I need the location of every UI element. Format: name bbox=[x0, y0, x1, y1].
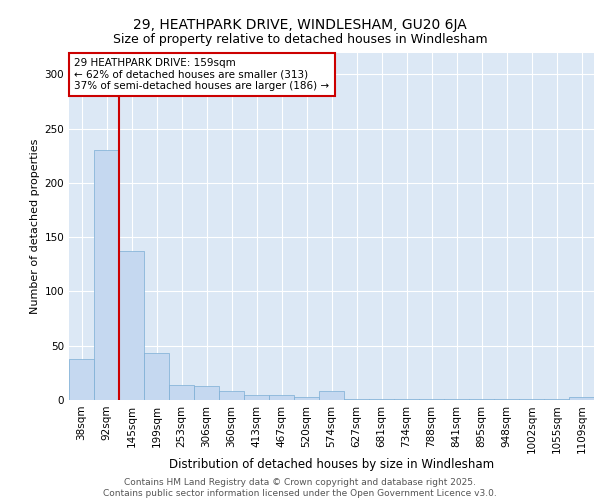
Bar bbox=[469, 399, 494, 400]
Text: 29, HEATHPARK DRIVE, WINDLESHAM, GU20 6JA: 29, HEATHPARK DRIVE, WINDLESHAM, GU20 6J… bbox=[133, 18, 467, 32]
Bar bbox=[394, 399, 419, 400]
Bar bbox=[219, 392, 244, 400]
Bar bbox=[144, 354, 169, 400]
Bar bbox=[519, 399, 544, 400]
Bar bbox=[269, 394, 294, 400]
Bar bbox=[569, 396, 594, 400]
Bar bbox=[319, 392, 344, 400]
Bar bbox=[369, 399, 394, 400]
Bar bbox=[244, 394, 269, 400]
Bar bbox=[494, 399, 519, 400]
Bar bbox=[344, 399, 369, 400]
Bar bbox=[169, 385, 194, 400]
Text: Size of property relative to detached houses in Windlesham: Size of property relative to detached ho… bbox=[113, 32, 487, 46]
Text: 29 HEATHPARK DRIVE: 159sqm
← 62% of detached houses are smaller (313)
37% of sem: 29 HEATHPARK DRIVE: 159sqm ← 62% of deta… bbox=[74, 58, 329, 91]
Bar bbox=[69, 358, 94, 400]
Bar bbox=[444, 399, 469, 400]
Bar bbox=[419, 399, 444, 400]
Bar bbox=[544, 399, 569, 400]
X-axis label: Distribution of detached houses by size in Windlesham: Distribution of detached houses by size … bbox=[169, 458, 494, 470]
Bar bbox=[119, 251, 144, 400]
Text: Contains HM Land Registry data © Crown copyright and database right 2025.
Contai: Contains HM Land Registry data © Crown c… bbox=[103, 478, 497, 498]
Bar bbox=[294, 396, 319, 400]
Bar bbox=[94, 150, 119, 400]
Bar bbox=[194, 386, 219, 400]
Y-axis label: Number of detached properties: Number of detached properties bbox=[30, 138, 40, 314]
